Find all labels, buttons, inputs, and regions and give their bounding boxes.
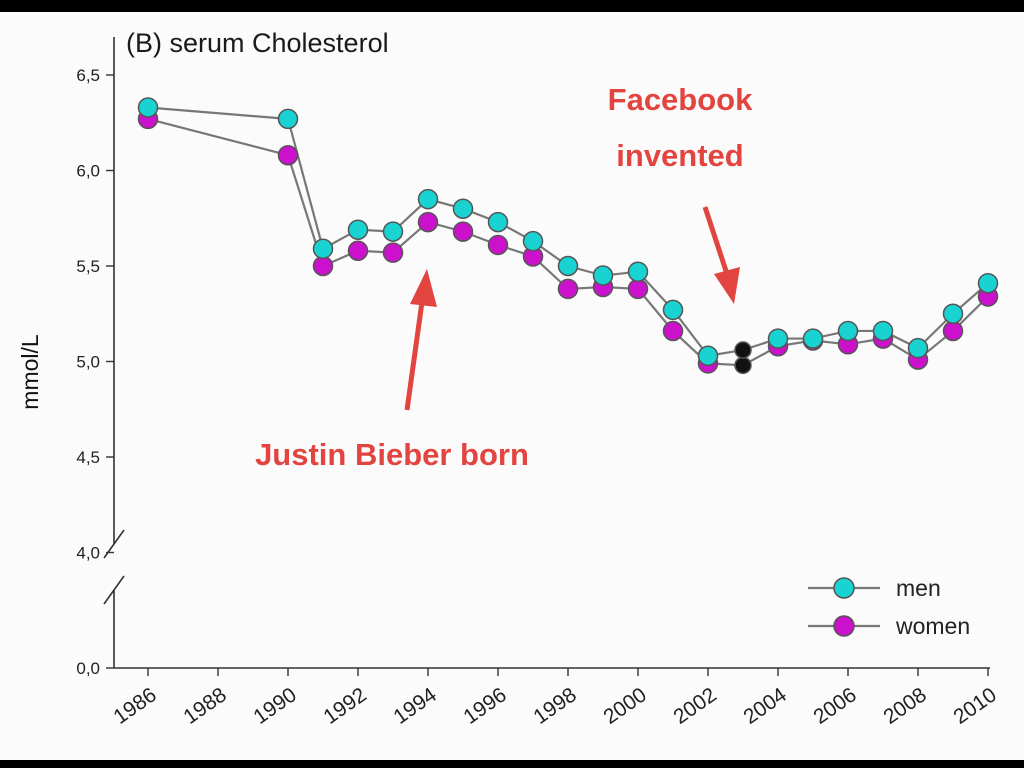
x-tick-label: 1988 [179, 683, 230, 729]
y-tick-label: 5,0 [76, 353, 100, 372]
x-tick-label: 1992 [319, 683, 370, 729]
data-point-men [137, 97, 159, 118]
data-point-men [522, 230, 544, 252]
annotation-facebook-arrow-head [714, 267, 740, 304]
data-point-men [417, 188, 439, 210]
x-tick-label: 2010 [949, 683, 1000, 729]
x-tick-label: 1998 [529, 683, 580, 729]
data-point-women [417, 211, 439, 233]
x-tick-label: 2000 [599, 683, 650, 729]
x-tick-label: 1994 [389, 683, 441, 729]
annotation-bieber-arrow-head [410, 269, 437, 307]
y-tick-label: 6,5 [76, 66, 100, 85]
data-point-men [277, 108, 299, 130]
y-tick-label: 0,0 [76, 659, 100, 678]
annotation-bieber-arrow-shaft [404, 301, 425, 411]
legend-label-women: women [895, 613, 970, 639]
data-point-women [662, 320, 684, 342]
annotation-bieber: Justin Bieber born [255, 437, 529, 472]
axis-break-mark [103, 529, 125, 559]
cholesterol-chart: 6,5 6,0 5,5 5,0 4,5 4,0 0,0 1986 1988 1990 1992 199… [17, 28, 1001, 729]
data-point-men [347, 219, 369, 240]
data-point-men [662, 299, 684, 321]
series-line-women [147, 117, 989, 367]
data-point-women [382, 242, 404, 263]
data-point-women [312, 255, 334, 277]
data-point-women [347, 240, 369, 261]
x-tick-label: 2004 [739, 683, 791, 729]
y-tick-label: 4,0 [76, 544, 100, 563]
y-axis-label: mmol/L [17, 334, 43, 410]
data-point-men [907, 337, 929, 359]
x-tick-label: 2008 [879, 683, 930, 729]
axis-break-mark [103, 575, 125, 605]
data-point-men [382, 221, 404, 242]
x-tick-label: 2002 [669, 683, 720, 729]
data-point-men [977, 272, 999, 294]
x-tick-label: 2006 [809, 683, 860, 729]
data-point-women [627, 278, 649, 300]
y-tick-label: 5,5 [76, 257, 100, 276]
chart-frame: 6,5 6,0 5,5 5,0 4,5 4,0 0,0 1986 1988 1990 1992 199… [0, 12, 1024, 760]
x-tick-label: 1996 [459, 683, 510, 729]
data-point-men [627, 261, 649, 282]
x-tick-label: 1986 [109, 683, 160, 729]
data-point-women [452, 221, 474, 242]
annotation-facebook-line1: Facebook [608, 82, 753, 117]
series-line-men [147, 106, 989, 357]
data-point-men [837, 320, 859, 342]
data-point-men [942, 303, 964, 324]
x-tick-label: 1990 [249, 683, 300, 729]
annotation-facebook-arrow-shaft [702, 206, 730, 275]
data-point-women [487, 234, 509, 256]
data-point-men [697, 345, 719, 367]
y-tick-label: 4,5 [76, 448, 100, 467]
legend-marker-women [833, 615, 855, 637]
chart-title: (B) serum Cholesterol [126, 28, 389, 58]
data-point-men [452, 198, 474, 219]
legend-label-men: men [896, 575, 941, 601]
data-point-men [872, 320, 894, 342]
data-point-men [487, 211, 509, 233]
data-point-women [942, 320, 964, 342]
y-tick-label: 6,0 [76, 162, 100, 181]
data-point-men [767, 328, 789, 349]
legend-marker-men [833, 577, 855, 599]
data-point-women [277, 144, 299, 166]
data-point-men [734, 341, 752, 359]
data-point-men [557, 255, 579, 277]
annotation-facebook-line2: invented [616, 138, 743, 173]
data-point-women [734, 356, 752, 375]
data-point-men [312, 238, 334, 260]
data-point-women [557, 278, 579, 300]
data-point-men [592, 265, 614, 286]
data-point-men [802, 328, 824, 349]
